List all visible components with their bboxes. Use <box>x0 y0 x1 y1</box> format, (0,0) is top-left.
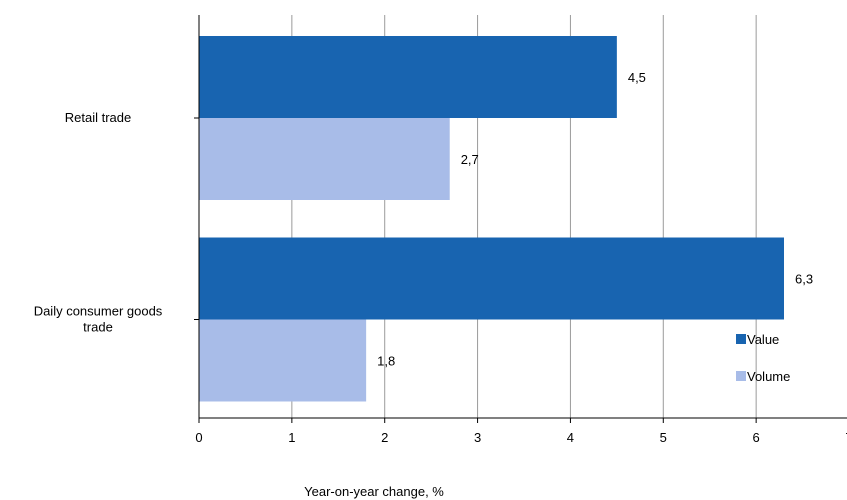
x-tick-label: 2 <box>381 430 388 445</box>
bar-value-1 <box>199 237 784 320</box>
axes <box>194 15 847 423</box>
legend-swatch-volume <box>736 371 746 381</box>
legend-label-volume: Volume <box>747 369 790 384</box>
x-tick-label: 5 <box>660 430 667 445</box>
legend-swatch-value <box>736 334 746 344</box>
category-label: Daily consumer goods trade <box>34 304 163 335</box>
category-label: Retail trade <box>65 110 131 125</box>
x-tick-label: 4 <box>567 430 574 445</box>
x-tick-label: 7 <box>845 430 847 445</box>
data-label: 4,5 <box>628 70 646 85</box>
legend-label-value: Value <box>747 332 779 347</box>
bar-volume-0 <box>199 118 450 200</box>
labels: 0 1 2 3 4 5 6 7 4,5 2,7 Retail trade 6,3 1,8 Daily co… <box>34 70 847 499</box>
data-label: 2,7 <box>461 152 479 167</box>
x-tick-label: 6 <box>753 430 760 445</box>
data-label: 1,8 <box>377 354 395 369</box>
bar-value-0 <box>199 36 617 118</box>
x-tick-label: 3 <box>474 430 481 445</box>
bar-volume-1 <box>199 319 367 402</box>
x-tick-label: 1 <box>288 430 295 445</box>
x-axis-label: Year-on-year change, % <box>304 484 444 499</box>
bars <box>199 36 784 402</box>
data-label: 6,3 <box>795 272 813 287</box>
x-tick-label: 0 <box>195 430 202 445</box>
legend: Value Volume <box>736 332 790 384</box>
